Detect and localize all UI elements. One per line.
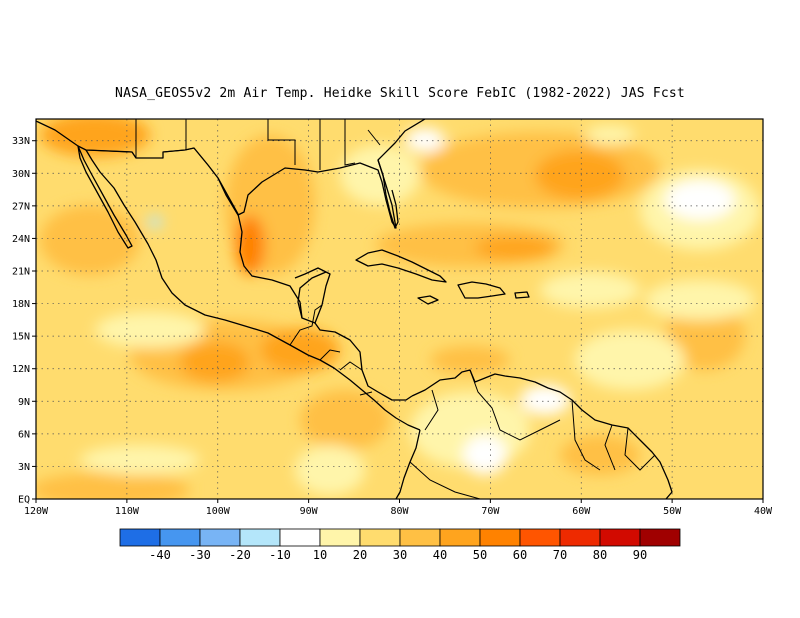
lat-label: 3N xyxy=(18,462,30,473)
lat-label: 12N xyxy=(12,364,30,375)
map-title: NASA_GEOS5v2 2m Air Temp. Heidke Skill S… xyxy=(115,86,685,101)
lat-label: 18N xyxy=(12,299,30,310)
lon-label: 100W xyxy=(206,506,231,517)
colorbar-label: -30 xyxy=(189,548,211,562)
yucatan-peninsula xyxy=(297,271,327,319)
field-patch xyxy=(535,150,625,200)
field-patch xyxy=(40,205,140,275)
colorbar-swatch xyxy=(519,528,561,547)
colorbar-label: 60 xyxy=(513,548,527,562)
lat-label: 33N xyxy=(12,136,30,147)
colorbar-label: 30 xyxy=(393,548,407,562)
lat-label: 27N xyxy=(12,201,30,212)
colorbar-swatch xyxy=(319,528,361,547)
colorbar-label: 50 xyxy=(473,548,487,562)
colorbar-label: 90 xyxy=(633,548,647,562)
lat-label: 21N xyxy=(12,267,30,278)
lon-label: 90W xyxy=(300,506,319,517)
field-patch xyxy=(80,445,200,475)
colorbar-label: -10 xyxy=(269,548,291,562)
field-patch xyxy=(235,215,265,275)
puerto-rico xyxy=(514,291,530,299)
field-patch xyxy=(463,435,507,475)
colorbar-label: -20 xyxy=(229,548,251,562)
florida-coast xyxy=(377,159,399,229)
colorbar-label: 70 xyxy=(553,548,567,562)
field-patch xyxy=(665,180,735,220)
field-patch xyxy=(300,390,390,450)
field-patch xyxy=(560,435,640,475)
colorbar-swatch xyxy=(559,528,601,547)
field-patch xyxy=(36,472,190,499)
lon-label: 120W xyxy=(24,506,49,517)
colorbar-swatch xyxy=(479,528,521,547)
field-patch xyxy=(430,346,510,374)
lon-label: 80W xyxy=(390,506,409,517)
jamaica xyxy=(417,295,439,305)
field-patch xyxy=(475,236,555,260)
lat-label: 30N xyxy=(12,169,30,180)
colorbar-label: 80 xyxy=(593,548,607,562)
lon-label: 110W xyxy=(115,506,140,517)
colorbar-swatch xyxy=(239,528,281,547)
lat-label: 9N xyxy=(18,397,30,408)
colorbar-label: 40 xyxy=(433,548,447,562)
field-patch xyxy=(520,385,570,415)
field-patch xyxy=(405,128,445,152)
lat-label: 15N xyxy=(12,332,30,343)
baja-california xyxy=(77,145,133,249)
field-patch xyxy=(180,342,250,382)
us-state-lines xyxy=(135,119,381,170)
field-patch xyxy=(540,272,640,308)
lat-label: 24N xyxy=(12,234,30,245)
latitude-labels: EQ 3N 6N 9N 12N 15N 18N 21N 24N 27N 30N 33N xyxy=(12,136,36,506)
south-america-borders xyxy=(409,369,656,499)
coastlines xyxy=(36,119,673,499)
hispaniola xyxy=(457,281,506,299)
lon-label: 40W xyxy=(754,506,773,517)
field-patch xyxy=(40,119,150,157)
south-america-west-coast xyxy=(395,429,421,499)
colorbar-label: 20 xyxy=(353,548,367,562)
longitude-labels: 120W 110W 100W 90W 80W 70W 60W 50W 40W xyxy=(24,499,773,517)
field-patch xyxy=(148,216,162,228)
lon-label: 60W xyxy=(572,506,591,517)
lon-label: 50W xyxy=(663,506,682,517)
colorbar-swatch xyxy=(359,528,401,547)
cuba xyxy=(355,249,447,283)
lat-label: EQ xyxy=(18,495,30,506)
field-patch xyxy=(585,125,635,145)
mexico-pacific-coast xyxy=(85,149,421,431)
field-patch xyxy=(645,280,755,320)
colorbar-swatch xyxy=(399,528,441,547)
field-patch xyxy=(295,445,365,495)
south-america-north-coast xyxy=(411,369,673,499)
field-patch xyxy=(575,330,685,390)
lon-label: 70W xyxy=(481,506,500,517)
colorbar-swatch xyxy=(119,528,161,547)
colorbar-swatch xyxy=(199,528,241,547)
central-america-borders xyxy=(319,349,373,396)
colorbar-label: -40 xyxy=(149,548,171,562)
colorbar-swatch xyxy=(159,528,201,547)
us-mexico-border xyxy=(85,147,219,179)
colorbar-label: 10 xyxy=(313,548,327,562)
colorbar-swatch xyxy=(599,528,641,547)
colorbar: -40 -30 -20 -10 10 20 30 40 50 60 70 80 90 xyxy=(119,528,681,562)
colorbar-swatch xyxy=(279,528,321,547)
guatemala-belize-borders xyxy=(289,304,323,346)
lat-label: 6N xyxy=(18,429,30,440)
colorbar-swatch xyxy=(439,528,481,547)
field-patch xyxy=(95,312,205,348)
political-borders xyxy=(85,119,656,499)
graticule-lines xyxy=(36,119,763,499)
gulf-of-mexico-coast xyxy=(217,177,331,324)
skill-field-layer xyxy=(36,119,763,499)
colorbar-swatch xyxy=(639,528,681,547)
